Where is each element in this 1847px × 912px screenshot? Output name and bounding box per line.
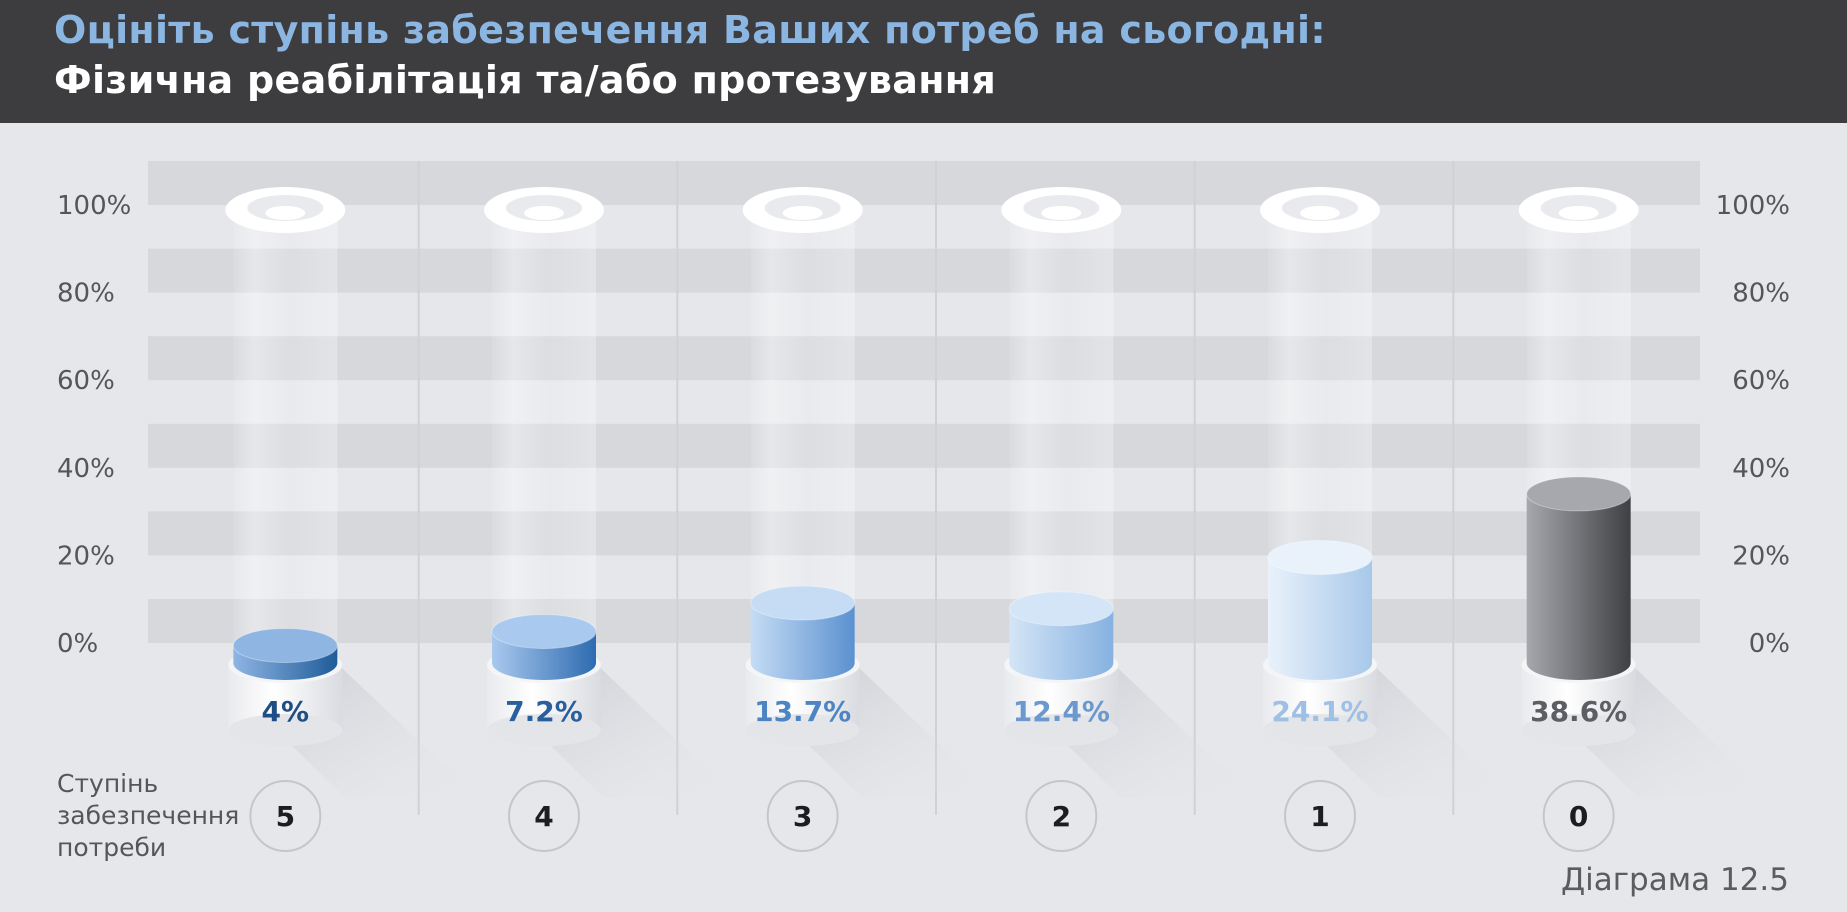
bar-top: [232, 627, 338, 663]
y-tick-label-right: 20%: [1732, 541, 1790, 571]
data-label: 7.2%: [505, 695, 583, 728]
category-circle: [508, 780, 580, 852]
category-badge: 3: [766, 780, 839, 852]
y-tick-label-right: 0%: [1749, 629, 1790, 659]
category-badge: 1: [1284, 780, 1356, 852]
chart-title: Фізична реабілітація та/або протезування: [54, 58, 997, 102]
grid-band: [148, 511, 1700, 556]
data-label: 4%: [262, 695, 310, 728]
category-circle: [1284, 780, 1356, 852]
bar-base-bottom: [1521, 714, 1636, 746]
y-tick-label-left: 60%: [57, 366, 115, 396]
x-tick-label: 5: [276, 800, 295, 833]
bar-column: 13.7%: [742, 187, 988, 798]
data-label: 24.1%: [1271, 695, 1368, 728]
y-tick-label-right: 40%: [1732, 454, 1790, 484]
tube-top-hole: [1041, 206, 1082, 220]
tube-top-hole: [524, 206, 564, 220]
category-circle: [766, 780, 839, 852]
data-label: 12.4%: [1013, 695, 1110, 728]
y-tick-label-left: 80%: [57, 279, 115, 309]
bar-column: 38.6%: [1518, 187, 1764, 798]
y-tick-label-left: 20%: [57, 541, 115, 571]
grid-band: [148, 336, 1700, 381]
x-axis-title-line: потреби: [57, 833, 167, 862]
bar-base-bottom: [1263, 714, 1377, 746]
category-badge: 0: [1542, 780, 1615, 852]
grid-band: [148, 248, 1700, 293]
category-badge: 2: [1025, 780, 1098, 852]
bars-group: 4% 7.2% 13.7% 12.4% 24.1% 38.6%: [225, 187, 1764, 798]
grid-band: [148, 161, 1700, 205]
bar: [1268, 557, 1372, 680]
bar-column: 12.4%: [1001, 187, 1247, 798]
bar-top: [1008, 591, 1114, 627]
header-bar: Оцініть ступінь забезпечення Ваших потре…: [0, 0, 1847, 123]
x-tick-label: 1: [1310, 800, 1329, 833]
data-label: 13.7%: [754, 695, 851, 728]
y-tick-label-right: 100%: [1716, 191, 1790, 221]
category-badge: 5: [249, 780, 322, 852]
category-circle: [249, 780, 322, 852]
bar-column: 4%: [225, 187, 471, 798]
bar-base-bottom: [228, 714, 343, 746]
bar-base-bottom: [1004, 714, 1119, 746]
bar: [750, 602, 855, 680]
x-tick-label: 3: [793, 800, 812, 833]
y-tick-label-left: 100%: [57, 191, 131, 221]
bar: [1526, 493, 1631, 680]
figure-caption: Діаграма 12.5: [1560, 862, 1789, 898]
x-tick-label: 2: [1052, 800, 1071, 833]
tube-top-hole: [1558, 206, 1599, 220]
y-tick-label-right: 80%: [1732, 279, 1790, 309]
y-axis-right: 0% 20% 40% 60% 80% 100%: [1716, 191, 1790, 659]
category-circle: [1025, 780, 1098, 852]
bar-top: [750, 585, 856, 621]
x-tick-label: 4: [534, 800, 553, 833]
x-axis-title-line: забезпечення: [57, 801, 240, 830]
category-circle: [1542, 780, 1615, 852]
category-badges: 5 4 3 2 1 0: [249, 780, 1615, 852]
bar-top: [1526, 476, 1632, 512]
chart-dividers: [417, 161, 1455, 815]
bar-column: 7.2%: [484, 187, 729, 798]
glass-tube: [492, 210, 596, 680]
y-axis-left: 0% 20% 40% 60% 80% 100%: [57, 191, 131, 659]
glass-tube: [233, 210, 338, 680]
y-tick-label-left: 40%: [57, 454, 115, 484]
x-axis-title: Ступінь забезпечення потреби: [57, 768, 277, 864]
x-tick-label: 0: [1569, 800, 1588, 833]
category-badge: 4: [508, 780, 580, 852]
grid-band: [148, 599, 1700, 643]
tube-top-hole: [265, 206, 306, 220]
y-tick-label-left: 0%: [57, 629, 98, 659]
bar-top: [1267, 539, 1373, 575]
y-tick-label-right: 60%: [1732, 366, 1790, 396]
chart-bands: [148, 161, 1700, 643]
chart-question: Оцініть ступінь забезпечення Ваших потре…: [54, 8, 1326, 52]
bar-column: 24.1%: [1260, 187, 1505, 798]
tube-top-hole: [1300, 206, 1340, 220]
bar-base-bottom: [745, 714, 860, 746]
bar-top: [491, 613, 597, 649]
grid-band: [148, 423, 1700, 468]
data-label: 38.6%: [1530, 695, 1627, 728]
x-axis-title-line: Ступінь: [57, 769, 159, 798]
tube-top-hole: [782, 206, 823, 220]
bar: [1009, 608, 1114, 680]
bar-base-bottom: [487, 714, 601, 746]
